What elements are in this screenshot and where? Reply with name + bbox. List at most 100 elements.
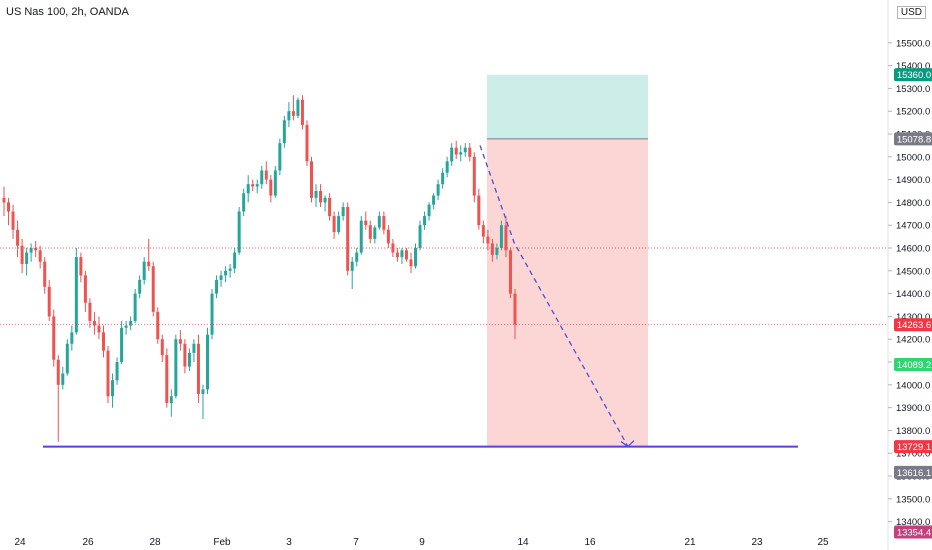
currency-button[interactable]: USD — [896, 6, 926, 19]
candle-body — [165, 355, 169, 404]
profit-zone — [487, 74, 648, 139]
candle-body — [29, 248, 33, 253]
y-tick-label: 14700.0 — [896, 221, 930, 232]
candle-body — [291, 111, 295, 116]
y-tick-label: 15300.0 — [896, 84, 930, 95]
candle-body — [341, 206, 345, 217]
price-label-bg — [894, 132, 932, 146]
candle-body — [391, 243, 395, 253]
y-tick-label: 14400.0 — [896, 289, 930, 300]
candle-body — [43, 261, 47, 287]
y-tick-label: 14800.0 — [896, 198, 930, 209]
candle-body — [287, 111, 291, 121]
candle-body — [25, 252, 29, 264]
candle-body — [273, 170, 277, 196]
x-tick-label: 9 — [419, 537, 425, 548]
candle-body — [228, 268, 232, 271]
y-tick-label: 13500.0 — [896, 494, 930, 505]
y-tick-label: 14300.0 — [896, 312, 930, 323]
candles — [2, 95, 517, 442]
price-labels: 15360.0 15078.8 14263.6 14089.2 13729.1 13616… — [894, 68, 932, 539]
candle-body — [224, 270, 228, 276]
candle-body — [2, 197, 6, 203]
candle-body — [205, 334, 209, 390]
candle-body — [251, 184, 255, 187]
y-tick-label: 14900.0 — [896, 175, 930, 186]
candle-body — [160, 339, 164, 356]
candle-body — [156, 311, 160, 340]
candle-body — [508, 250, 512, 294]
candle-body — [423, 216, 427, 226]
x-tick-label: 21 — [684, 537, 696, 548]
projection-path — [479, 145, 629, 447]
candle-body — [486, 236, 490, 244]
candle-body — [115, 362, 119, 381]
y-tick-label: 13900.0 — [896, 403, 930, 414]
candle-body — [472, 156, 476, 196]
candle-body — [219, 275, 223, 280]
candle-body — [210, 293, 214, 335]
candle-body — [314, 191, 318, 198]
candle-body — [477, 195, 481, 226]
candle-body — [16, 229, 20, 246]
candle-body — [101, 332, 105, 351]
candle-body — [34, 248, 38, 251]
candle-body — [328, 197, 332, 217]
candle-body — [178, 339, 182, 344]
candle-body — [70, 332, 74, 344]
x-tick-label: 7 — [353, 537, 359, 548]
overlays — [0, 145, 888, 448]
candle-body — [377, 216, 381, 228]
candle-body — [450, 147, 454, 162]
price-label-text: 13616.1 — [897, 468, 931, 479]
candle-body — [436, 184, 440, 196]
price-label-bg — [894, 465, 932, 479]
price-axis[interactable]: 13400.013500.013600.013700.013800.013900… — [888, 38, 930, 528]
price-label-bg — [894, 440, 932, 454]
candle-body — [319, 191, 323, 203]
y-tick-label: 14200.0 — [896, 335, 930, 346]
candle-body — [400, 250, 404, 258]
candle-body — [305, 124, 309, 162]
candle-body — [441, 172, 445, 185]
candle-body — [296, 99, 300, 116]
candle-body — [111, 380, 115, 397]
candle-body — [83, 275, 87, 303]
time-axis[interactable]: 24 26 28 Feb 3 7 9 14 16 21 23 25 — [14, 537, 829, 548]
candle-body — [106, 350, 110, 397]
candle-body — [147, 261, 151, 267]
candle-body — [242, 193, 246, 212]
candle-body — [264, 170, 268, 180]
price-label-text: 14089.2 — [897, 360, 931, 371]
y-tick-label: 15000.0 — [896, 152, 930, 163]
candle-body — [174, 339, 178, 397]
candle-body — [129, 320, 133, 326]
candle-body — [192, 343, 196, 353]
candle-body — [300, 99, 304, 125]
price-label-text: 15360.0 — [897, 70, 931, 81]
candle-body — [454, 147, 458, 155]
candle-body — [490, 243, 494, 255]
candle-body — [233, 252, 237, 269]
candle-body — [463, 147, 467, 153]
x-tick-label: Feb — [213, 537, 231, 548]
candle-body — [337, 216, 341, 233]
candle-body — [38, 250, 42, 262]
candle-body — [323, 197, 327, 203]
x-tick-label: 28 — [149, 537, 161, 548]
candle-body — [359, 220, 363, 253]
candle-body — [414, 248, 418, 267]
price-label-bg — [894, 525, 932, 539]
candle-body — [120, 327, 124, 363]
x-tick-label: 26 — [82, 537, 94, 548]
candle-body — [97, 325, 101, 333]
candle-body — [133, 293, 137, 321]
candle-body — [468, 147, 472, 157]
y-tick-label: 15400.0 — [896, 61, 930, 72]
candle-body — [142, 261, 146, 280]
candle-body — [504, 225, 508, 251]
candle-body — [513, 293, 517, 325]
candle-body — [260, 170, 264, 185]
candle-body — [368, 225, 372, 239]
